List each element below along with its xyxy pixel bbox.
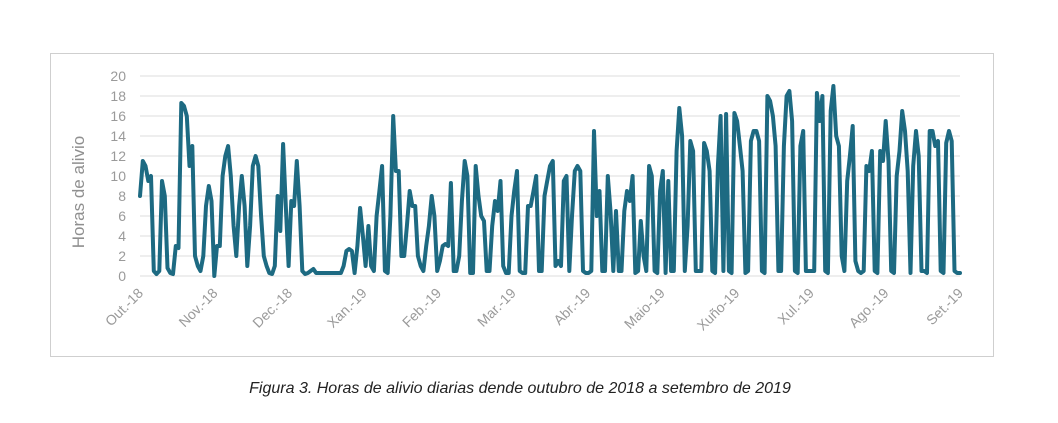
y-tick-label: 10: [110, 168, 126, 184]
x-tick-label: Set.-19: [923, 285, 966, 328]
x-tick-label: Nov.-18: [175, 285, 220, 330]
x-tick-label: Ago.-19: [846, 285, 892, 331]
x-axis-ticks: Out.-18 Nov.-18 Dec.-18 Xan.-19 Feb.-19 Mar.-…: [102, 285, 966, 334]
series-line: [138, 84, 962, 278]
y-axis-ticks: 0 2 4 6 8 10 12 14 16 18 20: [110, 68, 126, 284]
y-tick-label: 18: [110, 88, 126, 104]
y-tick-label: 16: [110, 108, 126, 124]
x-tick-label: Abr.-19: [550, 285, 593, 328]
y-tick-label: 4: [118, 228, 126, 244]
x-tick-label: Mar.-19: [474, 285, 519, 330]
y-tick-label: 14: [110, 128, 126, 144]
x-tick-label: Xan.-19: [324, 285, 370, 331]
y-tick-label: 12: [110, 148, 126, 164]
y-tick-label: 2: [118, 248, 126, 264]
chart-svg: 0 2 4 6 8 10 12 14 16 18 20 Out.-18 Nov.-18 Dec.-18 X…: [69, 68, 966, 334]
figure-caption: Figura 3. Horas de alivio diarias dende …: [249, 380, 791, 397]
y-tick-label: 8: [118, 188, 126, 204]
y-tick-label: 0: [118, 268, 126, 284]
x-tick-label: Xul.-19: [774, 285, 817, 328]
x-tick-label: Feb.-19: [399, 285, 445, 331]
y-tick-label: 6: [118, 208, 126, 224]
y-tick-label: 20: [110, 68, 126, 84]
y-axis-label: Horas de alivio: [69, 136, 88, 248]
x-tick-label: Xuño-19: [694, 285, 743, 334]
x-tick-label: Maio-19: [621, 285, 668, 332]
x-tick-label: Out.-18: [102, 285, 146, 329]
x-tick-label: Dec.-18: [249, 285, 295, 331]
